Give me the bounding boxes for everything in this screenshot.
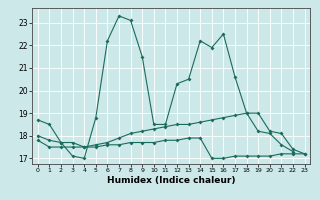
- X-axis label: Humidex (Indice chaleur): Humidex (Indice chaleur): [107, 176, 236, 185]
